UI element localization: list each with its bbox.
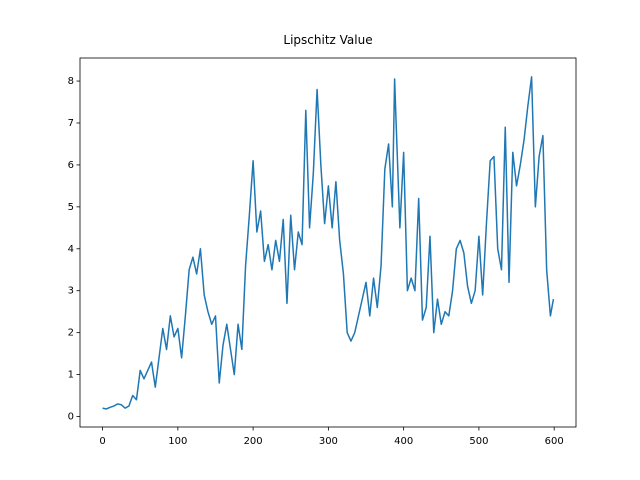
y-tick-label: 5 <box>68 202 74 213</box>
chart-title: Lipschitz Value <box>283 33 372 47</box>
y-tick-label: 8 <box>68 76 74 87</box>
data-line <box>102 76 555 410</box>
x-tick-label: 100 <box>168 436 187 447</box>
x-tick-label: 400 <box>394 436 413 447</box>
y-tick-label: 7 <box>68 118 74 129</box>
x-tick-label: 500 <box>469 436 488 447</box>
x-tick-label: 600 <box>545 436 564 447</box>
y-tick-label: 1 <box>68 370 74 381</box>
y-tick-label: 4 <box>68 244 74 255</box>
x-tick-label: 0 <box>99 436 105 447</box>
y-tick-label: 2 <box>68 328 74 339</box>
x-tick-label: 200 <box>244 436 263 447</box>
x-tick-label: 300 <box>319 436 338 447</box>
y-tick-label: 0 <box>68 412 74 423</box>
y-tick-label: 6 <box>68 160 74 171</box>
y-tick-label: 3 <box>68 286 74 297</box>
